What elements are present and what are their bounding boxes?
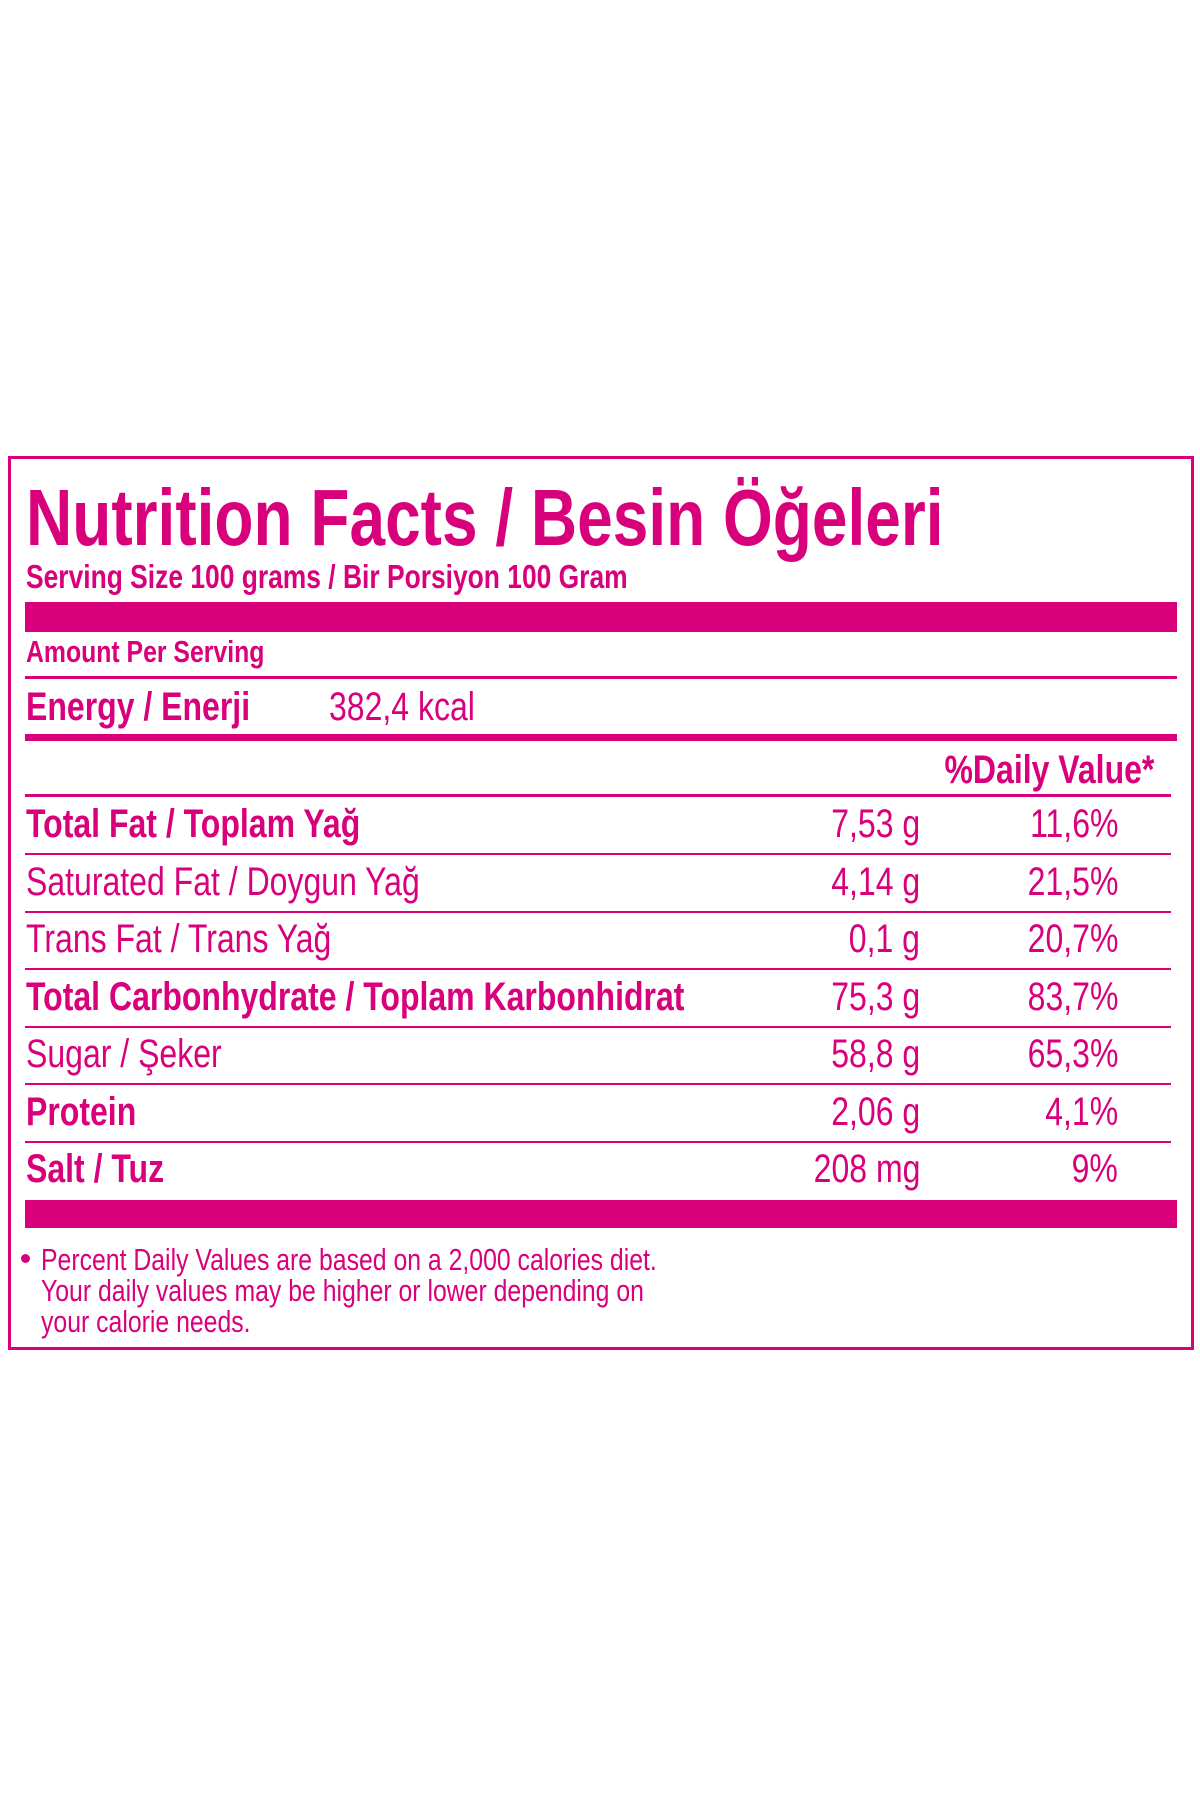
nutrient-label: Total Carbonhydrate / Toplam Karbonhidra… — [26, 974, 685, 1019]
label-border — [8, 456, 1194, 1350]
nutrient-amount: 208 mg — [813, 1147, 920, 1191]
row-rule — [25, 968, 1171, 970]
nutrient-daily-value: 20,7% — [1027, 917, 1118, 961]
serving-size: Serving Size 100 grams / Bir Porsiyon 10… — [26, 558, 628, 595]
footnote-line: Your daily values may be higher or lower… — [41, 1273, 644, 1308]
footnote-line: your calorie needs. — [41, 1304, 251, 1339]
energy-label: Energy / Enerji — [26, 685, 251, 729]
thick-rule — [25, 1200, 1177, 1228]
nutrient-daily-value: 21,5% — [1027, 859, 1118, 904]
nutrient-label: Trans Fat / Trans Yağ — [26, 917, 332, 961]
nutrient-daily-value: 83,7% — [1027, 974, 1118, 1019]
nutrient-daily-value: 11,6% — [1029, 802, 1118, 846]
nutrient-daily-value: 4,1% — [1045, 1089, 1118, 1134]
footnote-line: Percent Daily Values are based on a 2,00… — [41, 1242, 657, 1277]
thick-rule — [25, 602, 1177, 632]
nutrient-amount: 75,3 g — [831, 974, 920, 1019]
row-rule — [25, 910, 1171, 913]
daily-value-header: %Daily Value* — [944, 748, 1154, 792]
row-rule — [25, 1083, 1171, 1085]
energy-value: 382,4 kcal — [329, 685, 475, 729]
footnote-bullet — [21, 1254, 30, 1263]
medium-rule — [25, 734, 1177, 741]
nutrient-amount: 4,14 g — [831, 859, 920, 904]
thin-rule — [25, 676, 1177, 679]
amount-per-serving: Amount Per Serving — [26, 634, 265, 669]
row-rule — [25, 794, 1171, 797]
row-rule — [25, 853, 1171, 855]
nutrient-label: Sugar / Şeker — [26, 1032, 222, 1076]
nutrient-amount: 2,06 g — [831, 1089, 920, 1134]
row-rule — [25, 1025, 1171, 1028]
nutrient-label: Total Fat / Toplam Yağ — [26, 802, 361, 846]
nutrient-label: Salt / Tuz — [26, 1147, 165, 1191]
nutrient-label: Saturated Fat / Doygun Yağ — [26, 859, 420, 904]
nutrient-daily-value: 65,3% — [1027, 1032, 1118, 1076]
nutrient-amount: 0,1 g — [848, 917, 920, 961]
nutrient-label: Protein — [26, 1089, 137, 1134]
nutrient-daily-value: 9% — [1071, 1147, 1118, 1191]
nutrient-amount: 58,8 g — [831, 1032, 920, 1076]
row-rule — [25, 1140, 1171, 1143]
title: Nutrition Facts / Besin Öğeleri — [26, 473, 944, 562]
nutrient-amount: 7,53 g — [831, 802, 920, 846]
